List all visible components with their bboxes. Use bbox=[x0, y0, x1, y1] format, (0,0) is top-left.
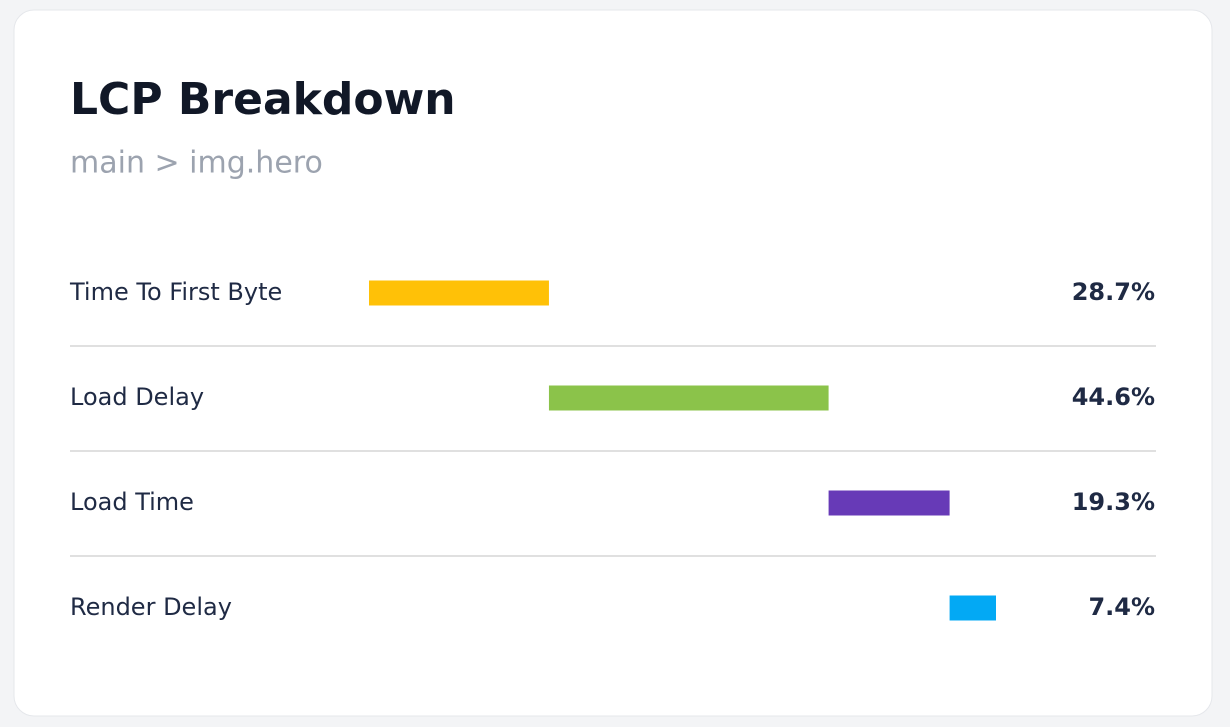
card bbox=[13, 9, 1213, 717]
chart-title: LCP Breakdown bbox=[70, 74, 456, 125]
bar bbox=[949, 595, 996, 621]
row-label: Render Delay bbox=[70, 593, 232, 621]
bar bbox=[369, 280, 549, 306]
row-label: Load Time bbox=[70, 488, 194, 516]
row-label: Load Delay bbox=[70, 383, 204, 411]
value-label: 44.6% bbox=[1072, 383, 1155, 411]
bar bbox=[548, 385, 829, 411]
chart-subtitle: main > img.hero bbox=[70, 146, 323, 181]
value-label: 19.3% bbox=[1072, 488, 1155, 516]
bar bbox=[828, 490, 950, 516]
row-label: Time To First Byte bbox=[69, 278, 282, 306]
value-label: 28.7% bbox=[1072, 278, 1155, 306]
value-label: 7.4% bbox=[1088, 593, 1155, 621]
